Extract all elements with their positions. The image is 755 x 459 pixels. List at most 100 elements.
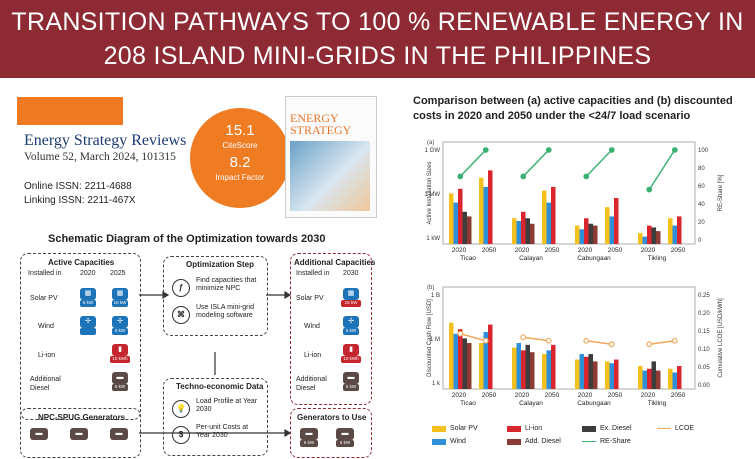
y-tick-label: 1 B [431,293,440,299]
cover-image [290,141,370,211]
additional-diesel-label: Additional Diesel [296,376,327,392]
additional-diesel-cap: 5 kW [343,384,359,391]
active-wind-2025-cap: 5 kW [112,328,128,335]
y-tick-label: 1 M [430,337,440,343]
lcoe-marker [583,337,590,344]
journal-volume: Volume 52, March 2024, 101315 [24,151,176,163]
lcoe-line [586,340,612,346]
bar-li-ion [551,186,556,244]
generators-to-use-panel [290,408,372,458]
bar-solar-pv [449,322,454,389]
dollar-icon: $ [172,426,190,444]
bar-li-ion [647,225,652,244]
x-year-label: 2050 [482,392,497,399]
bar-wind [516,221,521,244]
bar-wind [672,225,677,244]
legend-label: Solar PV [450,425,478,432]
y2-tick-label: 0.00 [698,383,710,389]
re_share-marker [583,173,590,180]
panel-label: (a) [427,140,434,146]
y2-tick-label: 100 [698,148,709,154]
legend-item-re-share: RE-Share [582,438,631,445]
bar-add-diesel [467,216,472,244]
re_share-marker [482,147,489,153]
bar-li-ion [521,211,526,244]
active-solar-label: Solar PV [30,295,58,302]
re_share-marker [520,173,527,180]
bar-solar-pv [575,359,580,389]
chart-frame [442,141,696,245]
journal-name: Energy Strategy Reviews [24,132,187,149]
y-axis-label: Active Installation Sizes [427,161,433,224]
re_share-marker [646,186,653,193]
bar-li-ion [677,216,682,244]
bar-solar-pv [479,177,484,244]
y2-axis-label: Cumulative LCOE [USD/kWh] [718,298,724,378]
optimization-item-1: Find capacities that minimize NPC [196,277,257,292]
optimization-item-2: Use ISLA mini-grid modeling software [196,304,254,319]
re_share-marker [457,173,464,180]
re_share-line [522,149,550,177]
x-year-label: 2050 [608,392,623,399]
bar-add-diesel [467,343,472,389]
x-year-label: 2020 [515,247,530,254]
bar-wind [672,372,677,389]
bar-wind [642,236,647,244]
bar-solar-pv [638,366,643,389]
lcoe-marker [482,337,489,344]
battery-icon: ▮ [343,344,359,356]
bar-wind [453,202,458,244]
bar-li-ion [488,324,493,389]
gen-use-cap-2: 5 kW [336,440,354,447]
lcoe-marker [457,330,464,337]
additional-liion-cap: 10 kWh [341,356,361,363]
bar-li-ion [458,329,463,389]
re_share-line [459,149,487,177]
x-island-label: Cabungaan [577,255,611,262]
citescore-label: CiteScore [222,141,258,150]
x-year-label: 2050 [608,247,623,254]
generator-icon: ▬ [30,428,48,440]
additional-installed-in: Installed in [296,270,330,277]
x-year-label: 2050 [482,247,497,254]
bar-ex-diesel [651,227,656,244]
bar-ex-diesel [651,361,656,389]
function-icon: ƒ [172,279,190,297]
wind-turbine-icon: ✢ [343,316,359,328]
year-2020-label: 2020 [80,270,96,277]
journal-accent-bar [17,97,123,125]
bar-add-diesel [656,370,661,389]
x-year-label: 2020 [641,392,656,399]
lcoe-line [649,340,675,346]
chart-frame [442,286,696,390]
y2-tick-label: 0.20 [698,311,710,317]
x-island-label: Tikling [648,255,667,262]
cover-title-2: STRATEGY [290,123,352,137]
y2-tick-label: 40 [698,202,705,208]
additional-year-2030: 2030 [343,270,359,277]
banner-title-line-1: TRANSITION PATHWAYS TO 100 % RENEWABLE E… [11,8,744,36]
metrics-badge: 15.1 CiteScore 8.2 Impact Factor [190,108,290,208]
solar-panel-icon: ▦ [112,288,128,300]
active-solar-2025-cap: 10 kW [112,300,128,307]
additional-solar-label: Solar PV [296,295,324,302]
online-issn: Online ISSN: 2211-4688 [24,181,132,192]
y2-tick-label: 0.15 [698,329,710,335]
lcoe-line [460,332,486,342]
re_share-marker [608,147,615,153]
comparison-title-line-1: Comparison between (a) active capacities… [413,95,733,107]
y2-tick-label: 20 [698,220,705,226]
x-island-label: Ticao [460,400,476,407]
active-diesel-2025-cap: 5 kW [112,384,128,391]
optimization-step-title: Optimization Step [186,260,254,269]
bar-ex-diesel [525,218,530,244]
x-year-label: 2050 [671,247,686,254]
legend-swatch [432,438,446,445]
x-island-label: Ticao [460,255,476,262]
bar-li-ion [614,198,619,244]
bar-wind [642,370,647,389]
optimization-step-panel [163,256,268,336]
bar-ex-diesel [525,344,530,389]
lcoe-marker [545,337,552,344]
solar-panel-icon: ▦ [80,288,96,300]
